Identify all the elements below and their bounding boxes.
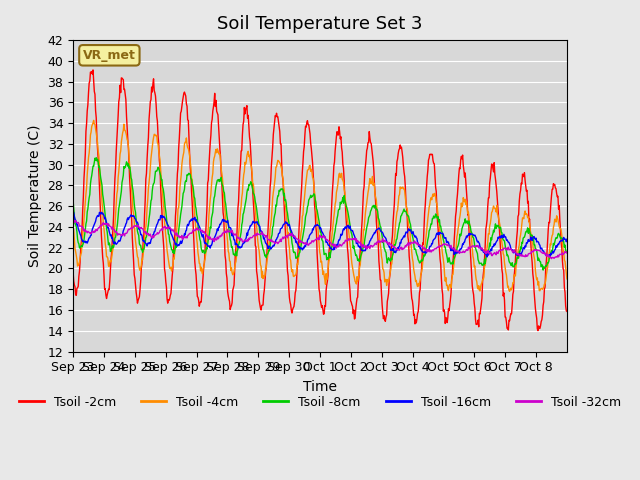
X-axis label: Time: Time xyxy=(303,380,337,394)
Legend: Tsoil -2cm, Tsoil -4cm, Tsoil -8cm, Tsoil -16cm, Tsoil -32cm: Tsoil -2cm, Tsoil -4cm, Tsoil -8cm, Tsoi… xyxy=(14,391,626,414)
Y-axis label: Soil Temperature (C): Soil Temperature (C) xyxy=(28,125,42,267)
Text: VR_met: VR_met xyxy=(83,49,136,62)
Title: Soil Temperature Set 3: Soil Temperature Set 3 xyxy=(217,15,423,33)
